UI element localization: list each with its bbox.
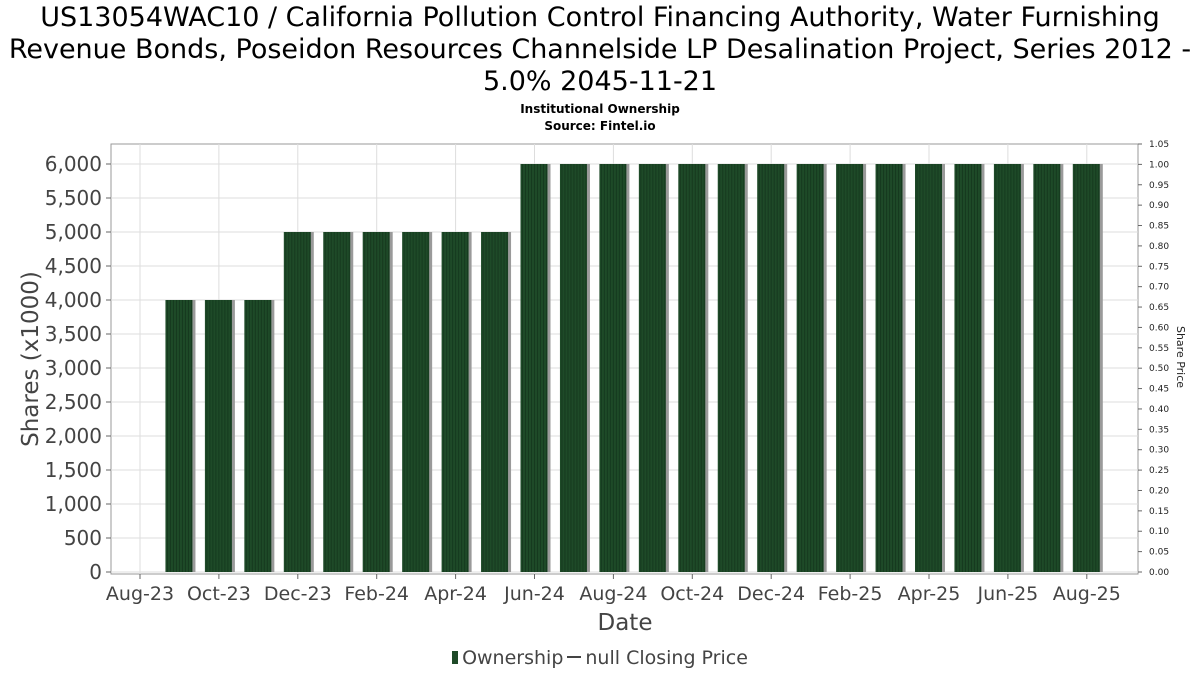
y-right-tick-label: 0.70 <box>1149 283 1169 293</box>
y-axis-label: Shares (x1000) <box>18 271 44 447</box>
y-right-tick-label: 0.00 <box>1149 568 1169 578</box>
x-tick-label: Aug-23 <box>106 583 174 605</box>
y-right-tick-label: 0.50 <box>1149 364 1169 374</box>
x-tick-label: Aug-24 <box>579 583 647 605</box>
y-tick-label: 0 <box>89 560 102 584</box>
x-tick-label: Aug-25 <box>1053 583 1121 605</box>
y-right-tick-label: 1.05 <box>1149 140 1169 150</box>
y-right-tick-label: 0.90 <box>1149 201 1169 211</box>
y-right-tick-label: 0.45 <box>1149 385 1169 395</box>
y-right-tick-label: 0.10 <box>1149 527 1169 537</box>
chart-title: US13054WAC10 / California Pollution Cont… <box>8 2 1192 97</box>
y-tick-label: 1,500 <box>45 458 102 482</box>
legend-ownership: Ownership <box>462 647 564 669</box>
y-axis-right-label: Share Price <box>1174 326 1187 388</box>
legend-price: null Closing Price <box>585 647 748 669</box>
y-tick-label: 2,500 <box>45 390 102 414</box>
y-right-tick-label: 0.20 <box>1149 486 1169 496</box>
x-axis-label: Date <box>598 610 653 636</box>
y-tick-label: 2,000 <box>45 424 102 448</box>
legend: Ownership null Closing Price <box>0 647 1200 669</box>
x-tick-label: Feb-24 <box>344 583 409 605</box>
y-right-tick-label: 0.65 <box>1149 303 1169 313</box>
y-right-tick-label: 0.75 <box>1149 262 1169 272</box>
y-right-tick-label: 0.05 <box>1149 548 1169 558</box>
y-tick-label: 5,000 <box>45 220 102 244</box>
y-tick-label: 4,500 <box>45 254 102 278</box>
y-right-tick-label: 0.55 <box>1149 344 1169 354</box>
x-tick-label: Oct-24 <box>660 583 724 605</box>
x-tick-label: Jun-25 <box>977 583 1039 605</box>
y-right-tick-label: 0.15 <box>1149 507 1169 517</box>
x-tick-label: Dec-23 <box>264 583 332 605</box>
y-right-tick-label: 0.35 <box>1149 425 1169 435</box>
x-axis: Aug-23 Oct-23 Dec-23 Feb-24 Apr-24 Jun-24 Aug-… <box>106 583 1121 605</box>
x-tick-label: Jun-24 <box>503 583 565 605</box>
y-tick-label: 3,000 <box>45 356 102 380</box>
y-axis-left: 0 500 1,000 1,500 2,000 2,500 3,000 3,500 4,000 4… <box>45 152 102 584</box>
y-right-tick-label: 0.60 <box>1149 323 1169 333</box>
chart-source: Source: Fintel.io <box>544 119 656 133</box>
y-right-tick-label: 0.30 <box>1149 446 1169 456</box>
y-tick-label: 6,000 <box>45 152 102 176</box>
price-legend-line <box>567 656 582 658</box>
y-right-tick-label: 0.40 <box>1149 405 1169 415</box>
y-tick-label: 4,000 <box>45 288 102 312</box>
chart-subtitle: Institutional Ownership <box>520 102 680 116</box>
x-tick-label: Apr-24 <box>424 583 487 605</box>
y-tick-label: 500 <box>64 526 102 550</box>
y-right-tick-label: 1.00 <box>1149 160 1169 170</box>
ownership-legend-swatch <box>452 651 459 664</box>
x-tick-label: Oct-23 <box>187 583 251 605</box>
y-right-tick-label: 0.25 <box>1149 466 1169 476</box>
y-right-tick-label: 0.80 <box>1149 242 1169 252</box>
y-axis-right: 0.00 0.05 0.10 0.15 0.20 0.25 0.30 0.35 0.40 0.45… <box>1149 140 1169 578</box>
y-right-tick-label: 0.85 <box>1149 222 1169 232</box>
x-tick-label: Dec-24 <box>737 583 805 605</box>
x-tick-label: Feb-25 <box>818 583 883 605</box>
x-tick-label: Apr-25 <box>898 583 961 605</box>
y-tick-label: 3,500 <box>45 322 102 346</box>
bars <box>165 164 1103 572</box>
y-tick-label: 1,000 <box>45 492 102 516</box>
y-tick-label: 5,500 <box>45 186 102 210</box>
y-right-tick-label: 0.95 <box>1149 181 1169 191</box>
